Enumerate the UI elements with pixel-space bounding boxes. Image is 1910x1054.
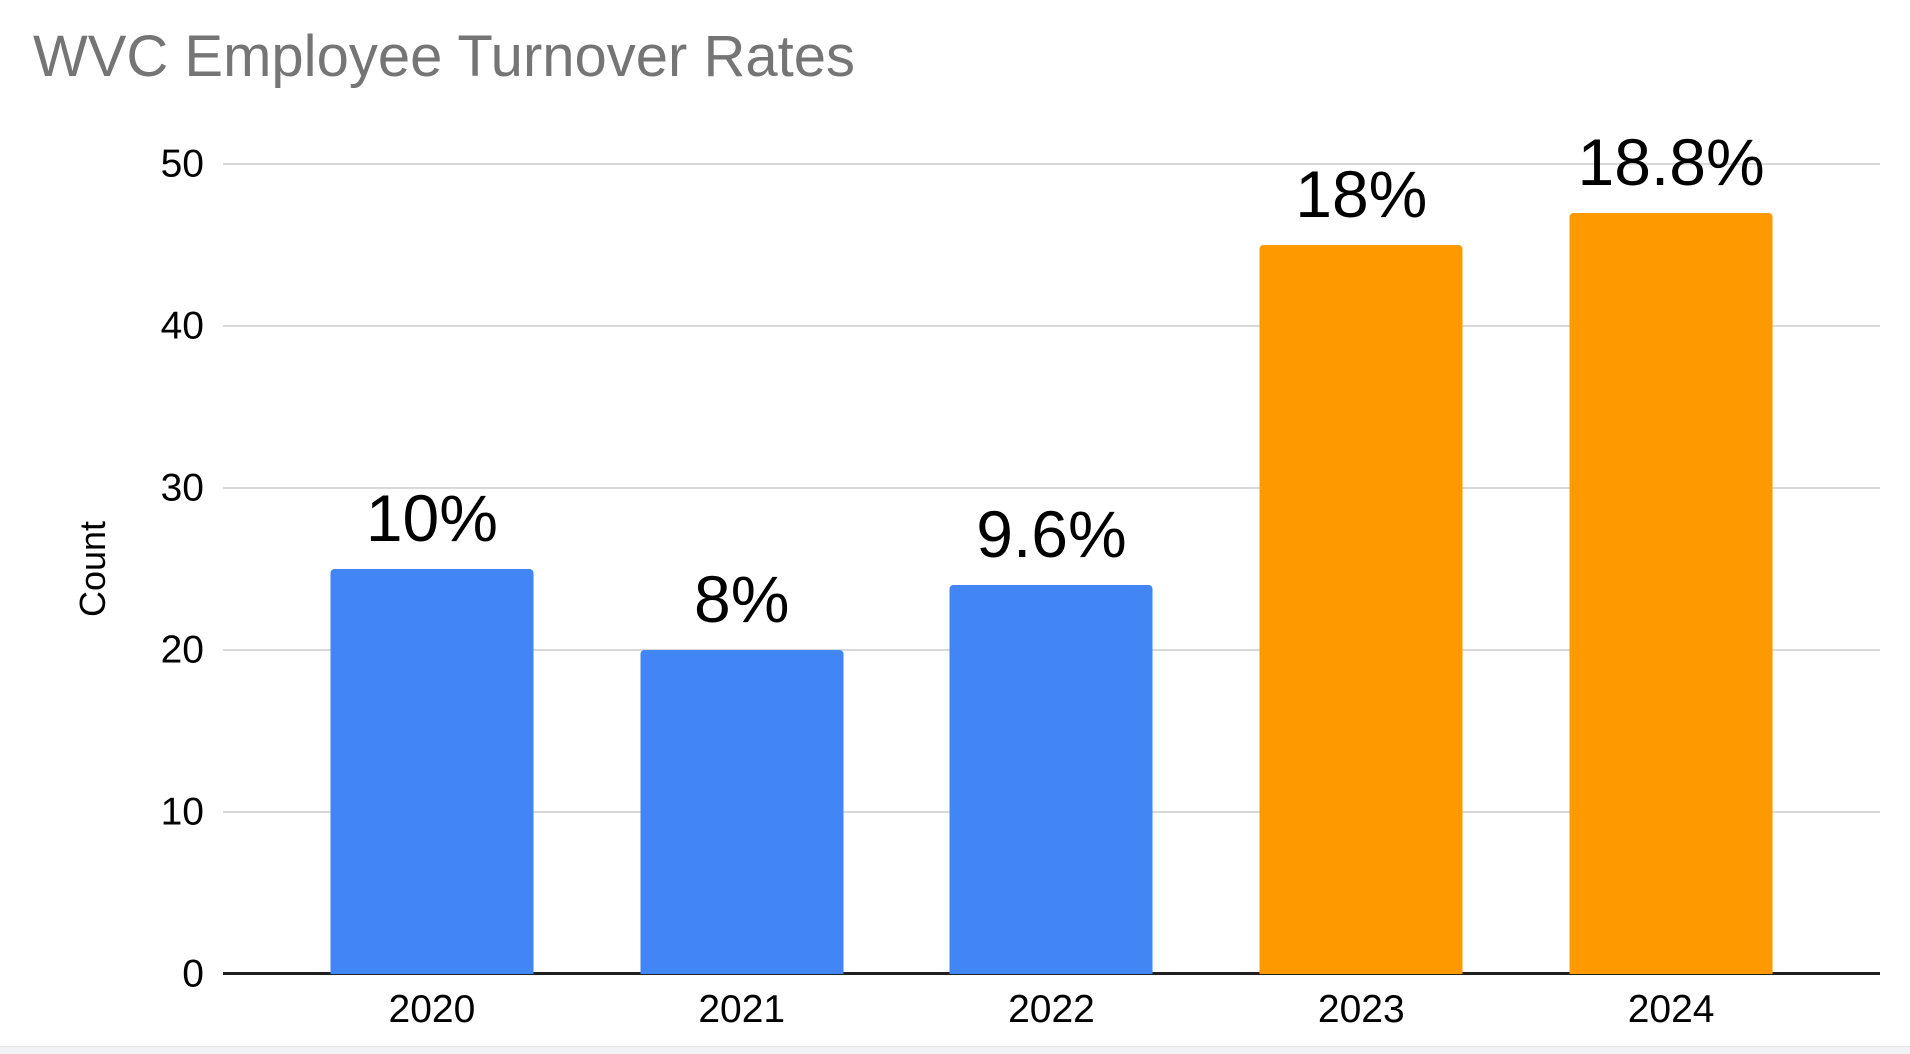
plot-area: 10% 8% 9.6% 18% 18.8%	[223, 127, 1880, 975]
bar-slot-2022: 9.6%	[897, 164, 1207, 974]
window-bottom-strip	[0, 1046, 1910, 1054]
bar-value-label-2024: 18.8%	[1577, 124, 1765, 199]
bar-2020[interactable]	[330, 569, 534, 974]
bar-2023[interactable]	[1259, 245, 1463, 974]
x-tick-2020: 2020	[388, 988, 476, 1031]
bar-series: 10% 8% 9.6% 18% 18.8%	[223, 127, 1880, 974]
y-tick-20: 20	[160, 628, 204, 672]
bar-value-label-2021: 8%	[694, 562, 790, 636]
y-tick-0: 0	[182, 952, 204, 996]
bar-slot-2024: 18.8%	[1516, 127, 1826, 974]
bar-value-label-2020: 10%	[365, 481, 498, 555]
gridline-50	[223, 163, 1880, 165]
gridline-40	[223, 325, 1880, 327]
y-tick-30: 30	[160, 466, 204, 510]
chart-title: WVC Employee Turnover Rates	[33, 24, 855, 89]
x-tick-2021: 2021	[698, 988, 786, 1031]
y-axis-tick-labels: 50 40 30 20 10 0	[0, 145, 204, 994]
bar-2021[interactable]	[640, 650, 844, 974]
x-axis-tick-labels: 2020 2021 2022 2023 2024	[223, 988, 1880, 1032]
x-tick-2024: 2024	[1627, 988, 1715, 1031]
x-tick-2022: 2022	[1008, 988, 1095, 1031]
y-tick-40: 40	[160, 304, 204, 348]
bar-slot-2020: 10%	[277, 164, 587, 974]
x-tick-2023: 2023	[1317, 988, 1405, 1031]
y-tick-50: 50	[160, 142, 204, 186]
bar-slot-2023: 18%	[1206, 159, 1516, 974]
bar-value-label-2022: 9.6%	[976, 497, 1127, 572]
y-tick-10: 10	[160, 790, 204, 834]
bar-2022[interactable]	[949, 585, 1153, 974]
bar-slot-2021: 8%	[587, 164, 897, 974]
gridline-30	[223, 487, 1880, 489]
bar-2024[interactable]	[1569, 212, 1773, 974]
bar-value-label-2023: 18%	[1295, 157, 1428, 231]
